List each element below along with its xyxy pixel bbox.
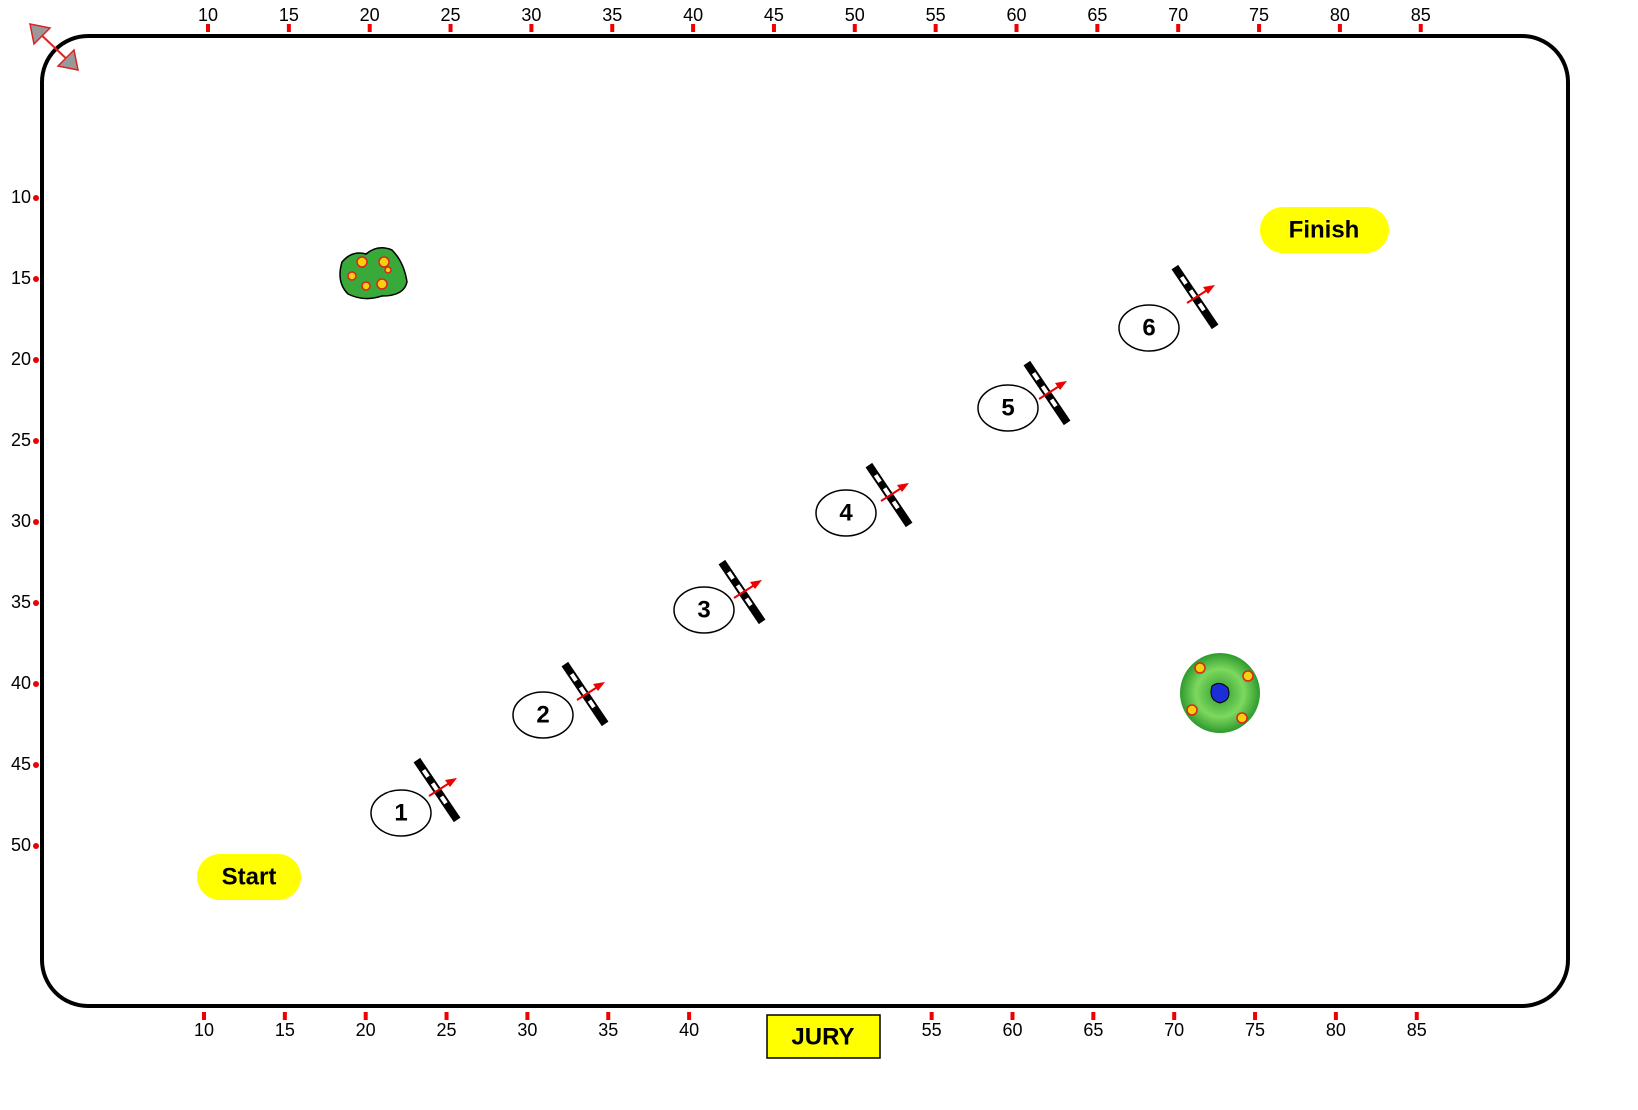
jump-number-ring — [673, 586, 735, 634]
bottom-ruler-label: 35 — [598, 1020, 618, 1040]
jump-number-ring — [512, 691, 574, 739]
bottom-ruler-label: 40 — [679, 1020, 699, 1040]
arrow-head — [1055, 381, 1067, 390]
top-ruler-label: 80 — [1330, 5, 1350, 25]
direction-arrow — [1186, 288, 1210, 304]
left-ruler-label: 20 — [11, 349, 31, 369]
left-ruler-tick — [33, 276, 39, 282]
arrow-head — [750, 580, 762, 589]
top-ruler-label: 85 — [1411, 5, 1431, 25]
bottom-ruler-label: 70 — [1164, 1020, 1184, 1040]
jump-number-ring — [370, 789, 432, 837]
jump: 2 — [512, 661, 609, 739]
left-ruler-label: 15 — [11, 268, 31, 288]
jury-label: JURY — [791, 1023, 854, 1050]
top-ruler-label: 50 — [845, 5, 865, 25]
finish-marker: Finish — [1260, 207, 1389, 253]
jump-number: 3 — [697, 596, 710, 623]
jump-number: 2 — [536, 701, 549, 728]
direction-arrow — [428, 781, 452, 797]
top-ruler-label: 20 — [360, 5, 380, 25]
bottom-ruler-label: 15 — [275, 1020, 295, 1040]
top-ruler-label: 45 — [764, 5, 784, 25]
left-ruler-label: 50 — [11, 835, 31, 855]
top-ruler-label: 65 — [1087, 5, 1107, 25]
left-ruler-tick — [33, 843, 39, 849]
top-ruler-label: 60 — [1006, 5, 1026, 25]
top-ruler-label: 25 — [441, 5, 461, 25]
bottom-ruler-label: 85 — [1407, 1020, 1427, 1040]
jump-number-ring — [977, 384, 1039, 432]
arrow-head — [445, 778, 457, 787]
top-ruler-label: 70 — [1168, 5, 1188, 25]
bottom-ruler-label: 55 — [922, 1020, 942, 1040]
jump: 5 — [977, 360, 1071, 432]
bottom-ruler-label: 65 — [1083, 1020, 1103, 1040]
left-ruler-tick — [33, 438, 39, 444]
jump: 1 — [370, 757, 461, 837]
left-ruler-tick — [33, 600, 39, 606]
bottom-ruler-label: 80 — [1326, 1020, 1346, 1040]
direction-arrow — [733, 583, 757, 599]
direction-arrow — [880, 486, 904, 502]
arrow-head — [1203, 285, 1215, 294]
left-ruler-label: 10 — [11, 187, 31, 207]
resize-icon — [29, 23, 79, 71]
start-marker: Start — [197, 854, 301, 900]
jump: 4 — [815, 462, 913, 537]
bottom-ruler-label: 20 — [356, 1020, 376, 1040]
left-ruler-label: 30 — [11, 511, 31, 531]
left-ruler-tick — [33, 195, 39, 201]
jump-number: 1 — [394, 799, 407, 826]
top-ruler-label: 40 — [683, 5, 703, 25]
bottom-ruler-label: 10 — [194, 1020, 214, 1040]
top-ruler-label: 75 — [1249, 5, 1269, 25]
jump-number: 5 — [1001, 394, 1014, 421]
left-ruler-tick — [33, 519, 39, 525]
left-ruler-label: 35 — [11, 592, 31, 612]
start-label: Start — [222, 863, 277, 890]
arrow-head — [593, 682, 605, 691]
arrow-head — [897, 483, 909, 492]
finish-label: Finish — [1289, 216, 1360, 243]
top-ruler-label: 55 — [926, 5, 946, 25]
direction-arrow — [576, 685, 600, 701]
bottom-ruler-label: 30 — [517, 1020, 537, 1040]
left-ruler-tick — [33, 357, 39, 363]
left-ruler-tick — [33, 681, 39, 687]
jump-number-ring — [815, 489, 877, 537]
jump-number: 4 — [839, 499, 853, 526]
top-ruler-label: 10 — [198, 5, 218, 25]
bottom-ruler-label: 60 — [1002, 1020, 1022, 1040]
jump: 3 — [673, 559, 766, 634]
bottom-ruler-label: 25 — [437, 1020, 457, 1040]
bottom-ruler-label: 75 — [1245, 1020, 1265, 1040]
direction-arrow — [1038, 384, 1062, 400]
jury-box: JURY — [766, 1014, 881, 1059]
left-ruler-label: 45 — [11, 754, 31, 774]
jump-number: 6 — [1142, 314, 1155, 341]
top-ruler-label: 30 — [521, 5, 541, 25]
top-ruler-label: 35 — [602, 5, 622, 25]
left-ruler-label: 40 — [11, 673, 31, 693]
left-ruler-tick — [33, 762, 39, 768]
water-feature — [1180, 653, 1260, 733]
jump: 6 — [1118, 264, 1219, 352]
jump-number-ring — [1118, 304, 1180, 352]
top-ruler-label: 15 — [279, 5, 299, 25]
bush — [339, 247, 408, 300]
left-ruler-label: 25 — [11, 430, 31, 450]
